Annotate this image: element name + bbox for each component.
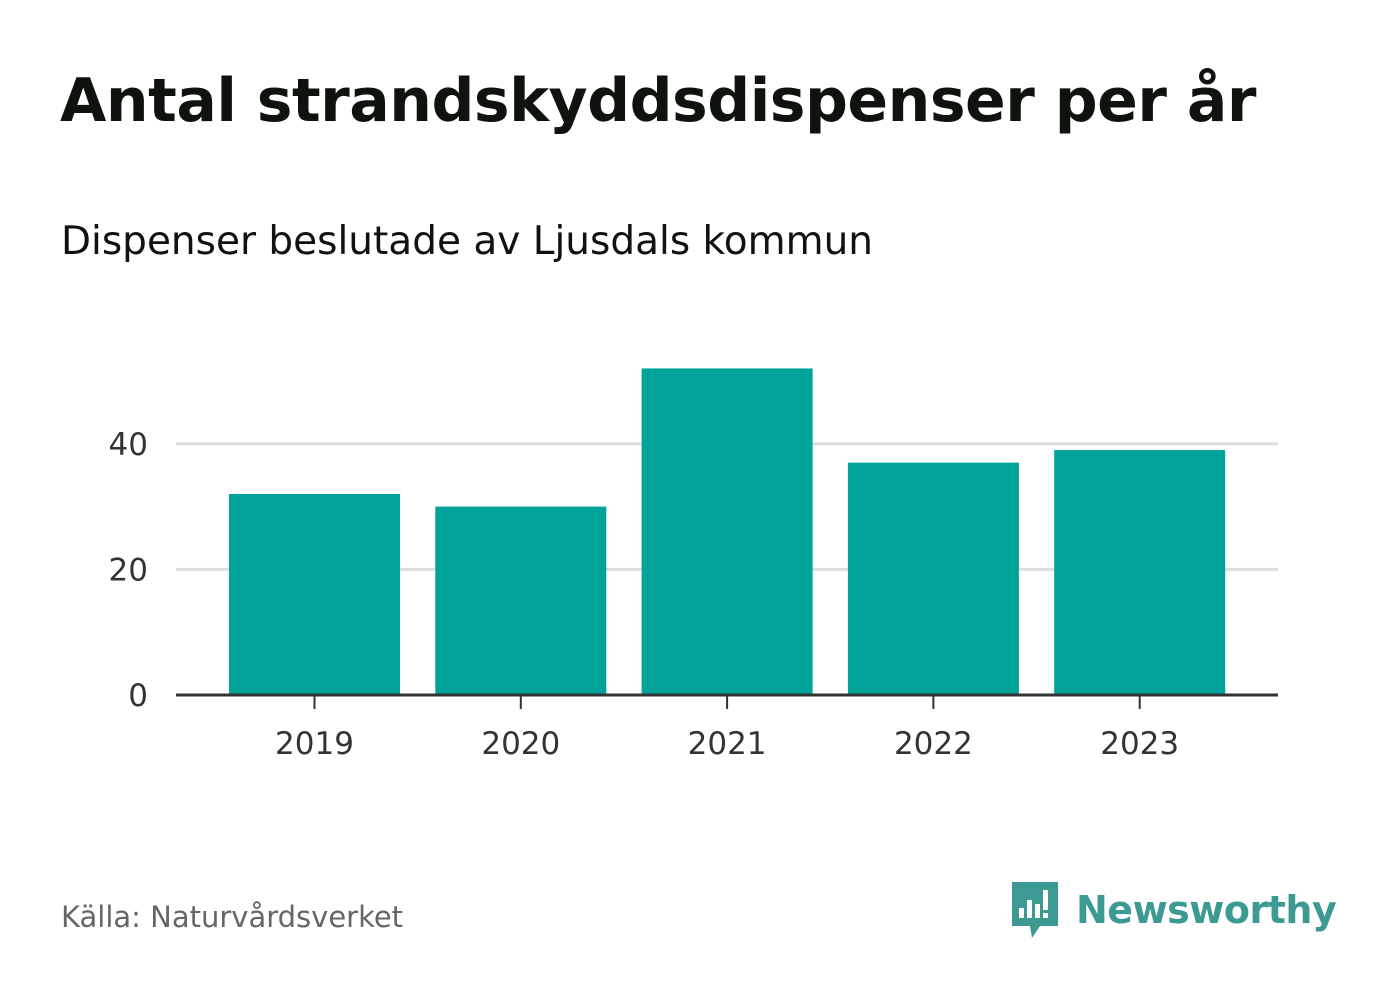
y-tick-label: 40 (109, 427, 148, 463)
x-tick-label: 2023 (1100, 726, 1179, 762)
y-tick-label: 20 (109, 552, 148, 588)
x-tick-label: 2022 (894, 726, 973, 762)
chart-subtitle: Dispenser beslutade av Ljusdals kommun (61, 219, 874, 264)
chart-title: Antal strandskyddsdispenser per år (60, 66, 1256, 136)
brand-logo: Newsworthy (1010, 880, 1337, 940)
bar-2020 (435, 506, 607, 695)
bar-chart-speech-bubble-icon (1012, 882, 1058, 938)
brand-name: Newsworthy (1076, 888, 1337, 932)
y-tick-label: 0 (128, 678, 148, 714)
bar-2022 (847, 462, 1019, 695)
bar-2021 (641, 368, 813, 695)
bar-2023 (1054, 450, 1226, 695)
x-tick-label: 2021 (688, 726, 767, 762)
bar-2019 (229, 494, 400, 695)
source-note: Källa: Naturvårdsverket (61, 900, 404, 934)
x-tick-label: 2020 (481, 726, 560, 762)
x-tick-label: 2019 (275, 726, 354, 762)
